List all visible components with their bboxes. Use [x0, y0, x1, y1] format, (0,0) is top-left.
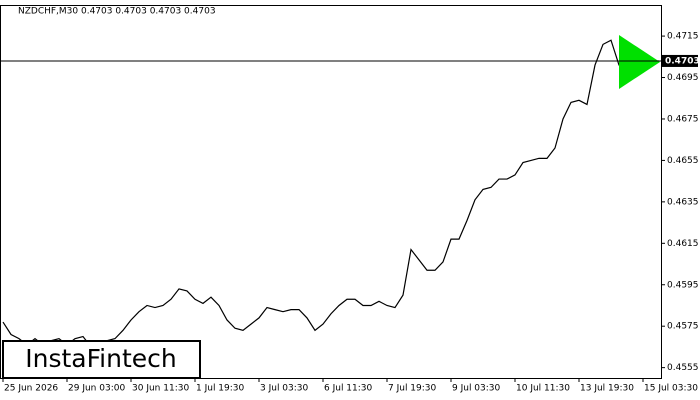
plot — [2, 39, 659, 348]
y-tick-label: 0.4595 — [667, 280, 699, 290]
x-tick-label: 13 Jul 19:30 — [580, 384, 634, 394]
current-price-box — [662, 54, 698, 67]
price-line — [2, 39, 659, 348]
x-tick-label: 9 Jul 03:30 — [452, 384, 501, 394]
x-tick-label: 29 Jun 03:00 — [68, 384, 125, 394]
y-tick-label: 0.4555 — [667, 363, 699, 373]
x-tick-label: 25 Jun 2026 — [4, 384, 58, 394]
x-tick-label: 10 Jul 11:30 — [516, 384, 570, 394]
current-price-label: 0.4703 — [665, 56, 700, 66]
x-tick-label: 7 Jul 19:30 — [388, 384, 437, 394]
y-tick-label: 0.4615 — [667, 239, 699, 249]
y-tick-label: 0.4655 — [667, 156, 699, 166]
logo-box — [2, 340, 201, 379]
y-tick-label: 0.4575 — [667, 322, 699, 332]
x-tick-label: 6 Jul 11:30 — [324, 384, 373, 394]
y-tick-label: 0.4715 — [667, 32, 699, 42]
x-tick-label: 30 Jun 11:30 — [132, 384, 189, 394]
x-tick-label: 3 Jul 03:30 — [260, 384, 309, 394]
y-tick-label: 0.4635 — [667, 197, 699, 207]
pennant-pattern — [619, 35, 660, 89]
y-tick-label: 0.4675 — [667, 114, 699, 124]
logo: InstaFintech — [25, 344, 177, 373]
plot-frame — [0, 5, 662, 379]
x-tick-label: 15 Jul 03:30 — [644, 384, 698, 394]
chart-title: NZDCHF,M30 0.4703 0.4703 0.4703 0.4703 — [18, 7, 216, 17]
x-tick-label: 1 Jul 19:30 — [196, 384, 245, 394]
y-tick-label: 0.4695 — [667, 73, 699, 83]
